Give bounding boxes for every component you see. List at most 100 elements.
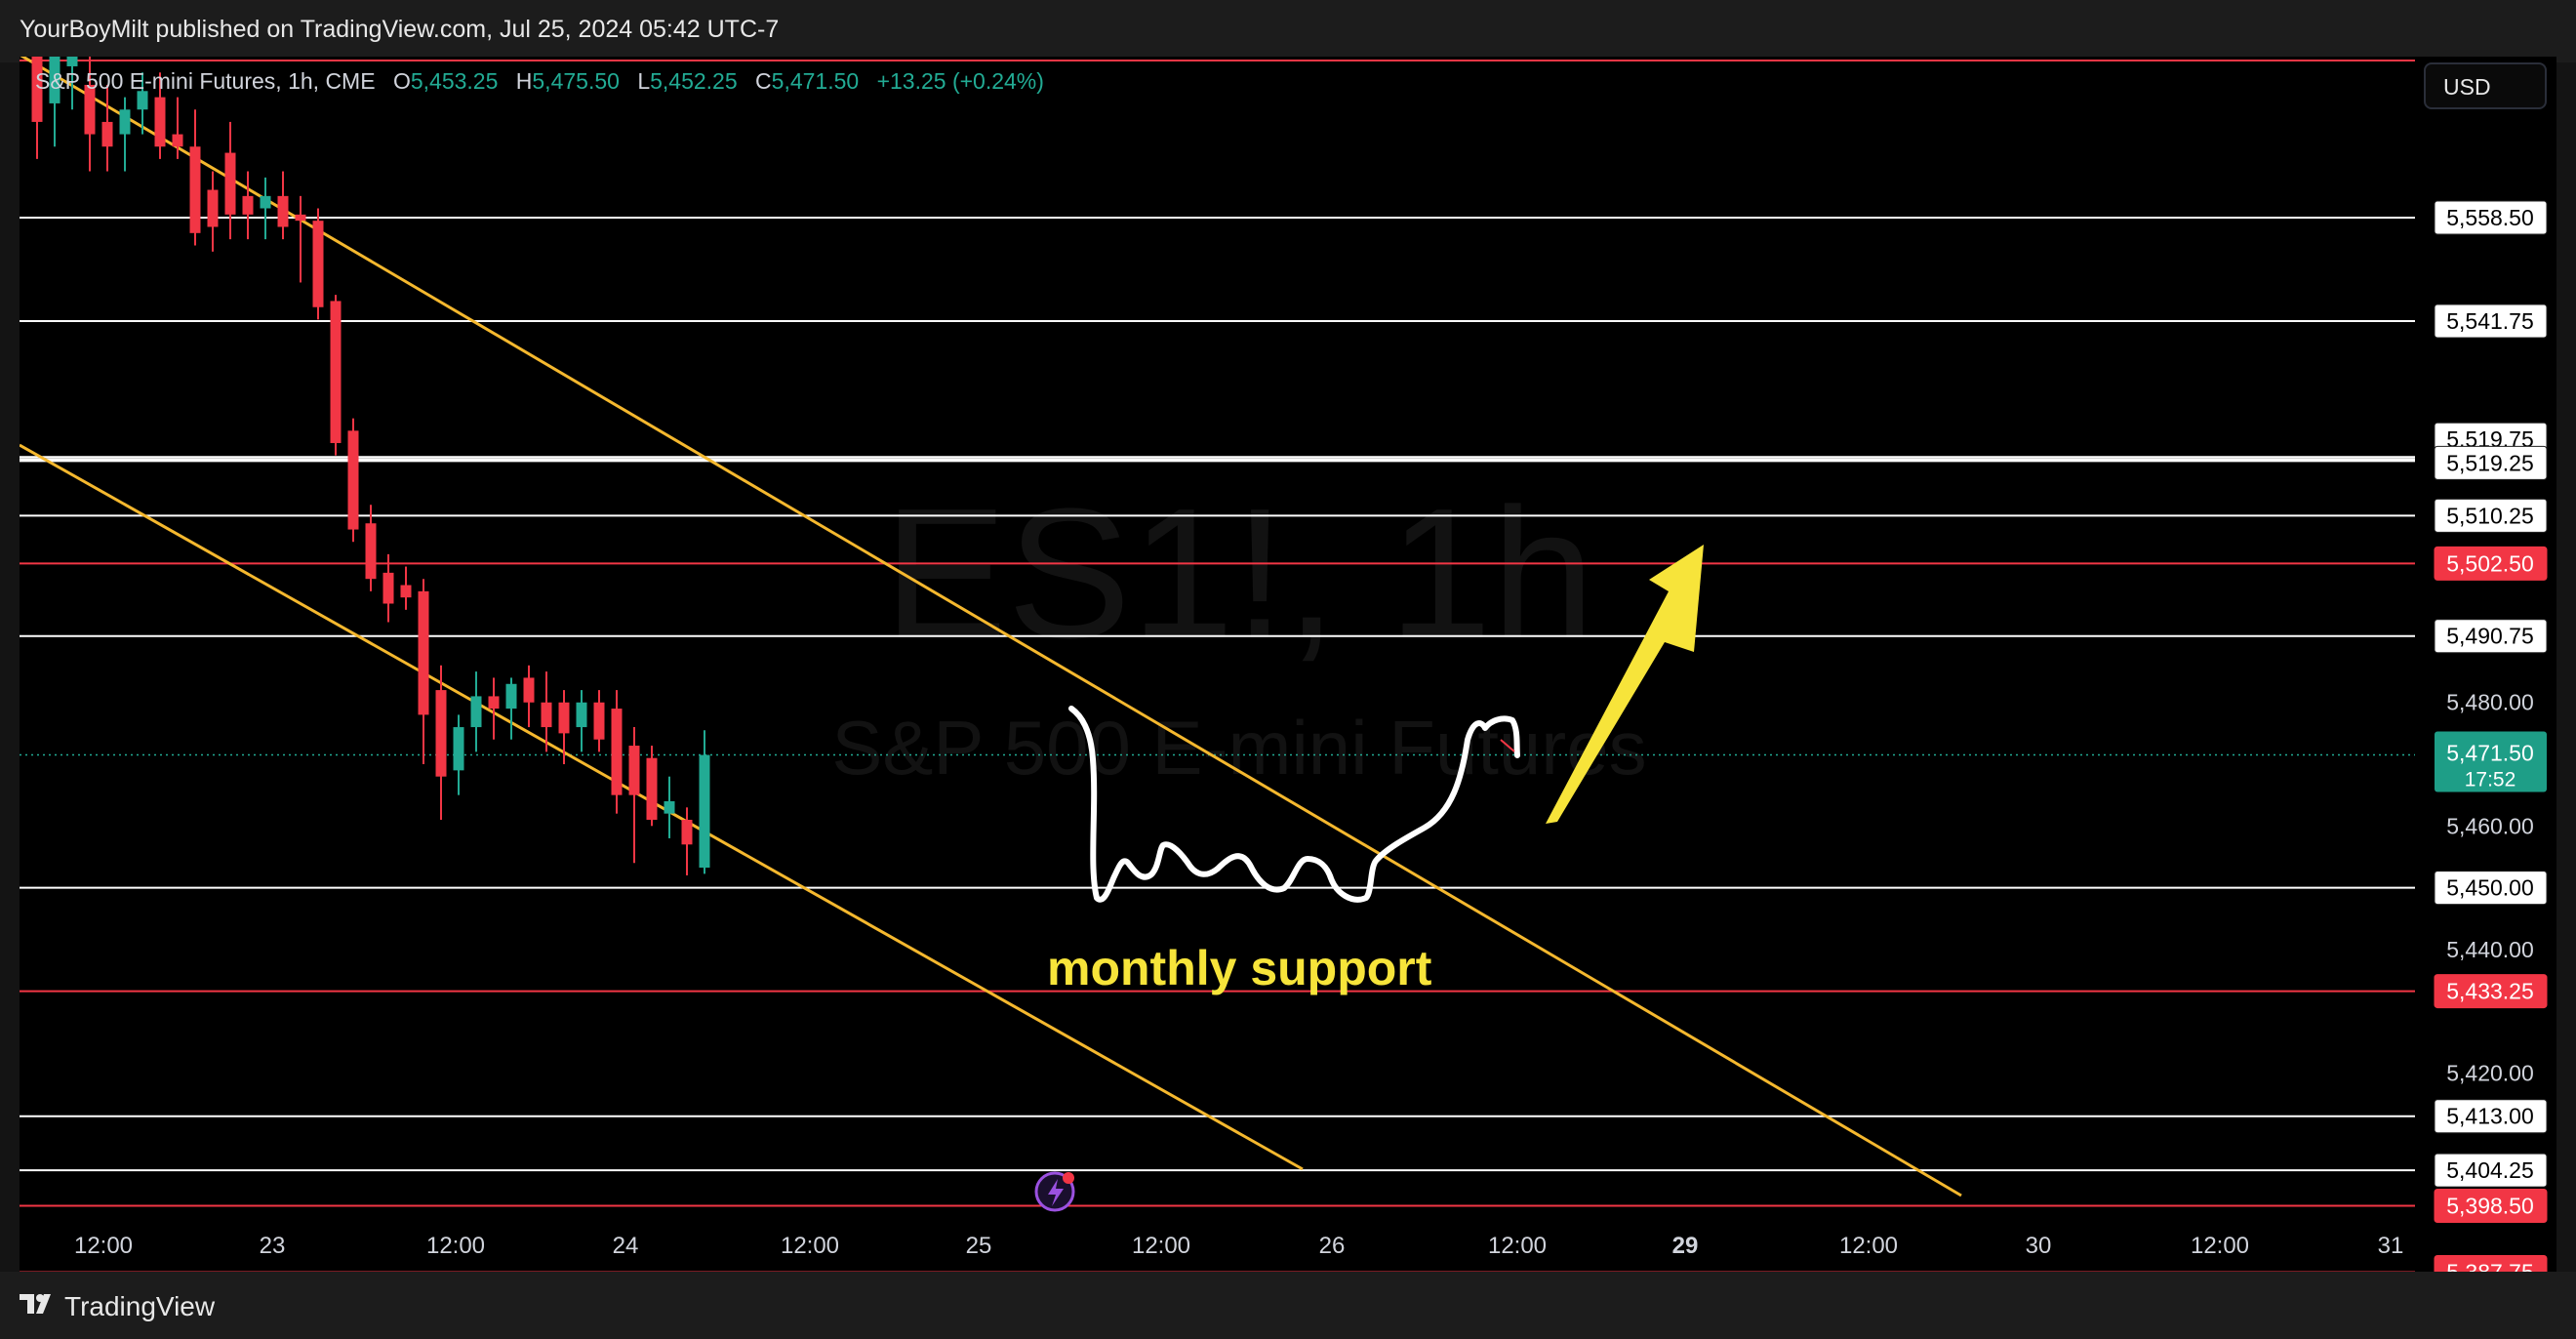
watermark-title: ES1!, 1h	[884, 470, 1595, 677]
currency-button[interactable]: USD	[2424, 62, 2547, 109]
time-tick-label: 12:00	[781, 1233, 839, 1259]
candle-body	[224, 152, 236, 215]
watermark: ES1!, 1h S&P 500 E-mini Futures	[831, 470, 1646, 791]
time-tick-label: 31	[2378, 1233, 2404, 1259]
candle	[382, 553, 394, 623]
trendline-upper	[20, 57, 1962, 1197]
level-tag-label: 5,558.50	[2446, 205, 2534, 230]
candle-body	[49, 57, 60, 103]
level-tag-label: 5,510.25	[2446, 503, 2534, 528]
candle	[242, 171, 254, 240]
watermark-subtitle: S&P 500 E-mini Futures	[831, 705, 1646, 791]
legend-open-label: O	[392, 68, 411, 94]
candle	[31, 57, 43, 159]
up-arrow-icon	[1546, 545, 1704, 824]
chart-area[interactable]: ES1!, 1h S&P 500 E-mini Futures monthly s…	[20, 57, 2556, 1272]
candle	[418, 579, 429, 765]
candle-body	[400, 585, 412, 598]
time-tick-label: 25	[966, 1233, 992, 1259]
level-tag-3: 5,519.25	[2434, 445, 2548, 480]
footer-bar	[0, 1272, 2576, 1339]
level-tag-8: 5,433.25	[2434, 974, 2548, 1009]
level-tag-11: 5,398.50	[2434, 1188, 2548, 1223]
time-tick-label: 12:00	[1132, 1233, 1190, 1259]
price-chart[interactable]: ES1!, 1h S&P 500 E-mini Futures monthly s…	[20, 57, 2556, 1272]
candle-body	[470, 696, 482, 728]
candle-body	[295, 214, 306, 222]
level-tag-4: 5,510.25	[2434, 498, 2548, 533]
time-tick-label: 12:00	[1839, 1233, 1898, 1259]
level-tag-10: 5,404.25	[2434, 1153, 2548, 1188]
level-tag-box	[2434, 445, 2548, 480]
candle	[558, 690, 570, 765]
price-axis[interactable]: 5,558.505,541.755,519.755,519.255,510.25…	[2434, 200, 2548, 1272]
level-tag-box	[2434, 546, 2548, 581]
level-tag-box	[2434, 304, 2548, 339]
candles	[31, 57, 710, 875]
candle-body	[699, 754, 710, 869]
candle	[593, 690, 605, 752]
candle-body	[189, 146, 201, 233]
legend-symbol: S&P 500 E-mini Futures, 1h, CME	[35, 68, 376, 94]
legend-high: 5,475.50	[532, 68, 620, 94]
candle-body	[277, 195, 289, 227]
candle-body	[365, 523, 377, 580]
candle	[541, 671, 552, 752]
candle	[295, 195, 306, 283]
time-tick-label: 12:00	[1488, 1233, 1547, 1259]
candle-body	[207, 189, 219, 227]
level-tag-box	[2434, 1153, 2548, 1188]
candle-body	[260, 195, 271, 209]
candle-body	[646, 757, 658, 820]
price-tick-label: 5,460.00	[2446, 813, 2534, 838]
level-tag-box	[2434, 974, 2548, 1009]
candle-body	[628, 746, 640, 795]
price-tick-label: 5,420.00	[2446, 1060, 2534, 1085]
candle	[470, 671, 482, 752]
candle	[207, 171, 219, 252]
candle	[435, 665, 447, 820]
candle-body	[488, 696, 500, 710]
candle-body	[435, 690, 447, 777]
level-tag-5: 5,502.50	[2434, 546, 2548, 581]
legend-close-label: C	[755, 68, 772, 94]
candle	[312, 208, 324, 320]
tradingview-brand[interactable]: TradingView	[64, 1291, 216, 1321]
candle-body	[312, 221, 324, 307]
level-tag-box	[2434, 871, 2548, 906]
candle-body	[347, 430, 359, 530]
candle-body	[453, 727, 464, 771]
level-tag-12: 5,387.75	[2434, 1255, 2548, 1272]
candle	[347, 418, 359, 543]
candle	[154, 72, 166, 159]
candle	[681, 807, 693, 875]
tradingview-logo-icon[interactable]	[20, 1290, 59, 1318]
candle	[611, 690, 623, 814]
candle-body	[66, 57, 78, 66]
candle	[49, 57, 60, 147]
candle-body	[576, 702, 587, 728]
candle	[365, 505, 377, 591]
candle	[646, 746, 658, 827]
time-axis[interactable]: 12:00 23 12:00 24 12:00 25 12:00 26 12:00 29 12:00…	[74, 1233, 2403, 1259]
time-tick-label: 29	[1672, 1233, 1699, 1259]
candle-body	[84, 84, 96, 135]
candle-body	[101, 121, 113, 147]
candle	[453, 714, 464, 795]
candle	[505, 677, 517, 740]
candle	[277, 171, 289, 240]
price-tick-label: 5,480.00	[2446, 690, 2534, 715]
candle-body	[119, 109, 131, 135]
level-tag-label: 5,404.25	[2446, 1157, 2534, 1183]
level-tag-label: 5,490.75	[2446, 624, 2534, 649]
candle-body	[382, 572, 394, 604]
candle	[119, 97, 131, 172]
candle	[330, 295, 342, 456]
publisher-info: YourBoyMilt published on TradingView.com…	[20, 16, 780, 43]
legend-high-label: H	[515, 68, 533, 94]
level-tag-label: 5,398.50	[2446, 1193, 2534, 1218]
candle-body	[137, 91, 148, 110]
level-tag-9: 5,413.00	[2434, 1099, 2548, 1134]
candle	[137, 72, 148, 135]
candle	[260, 177, 271, 240]
